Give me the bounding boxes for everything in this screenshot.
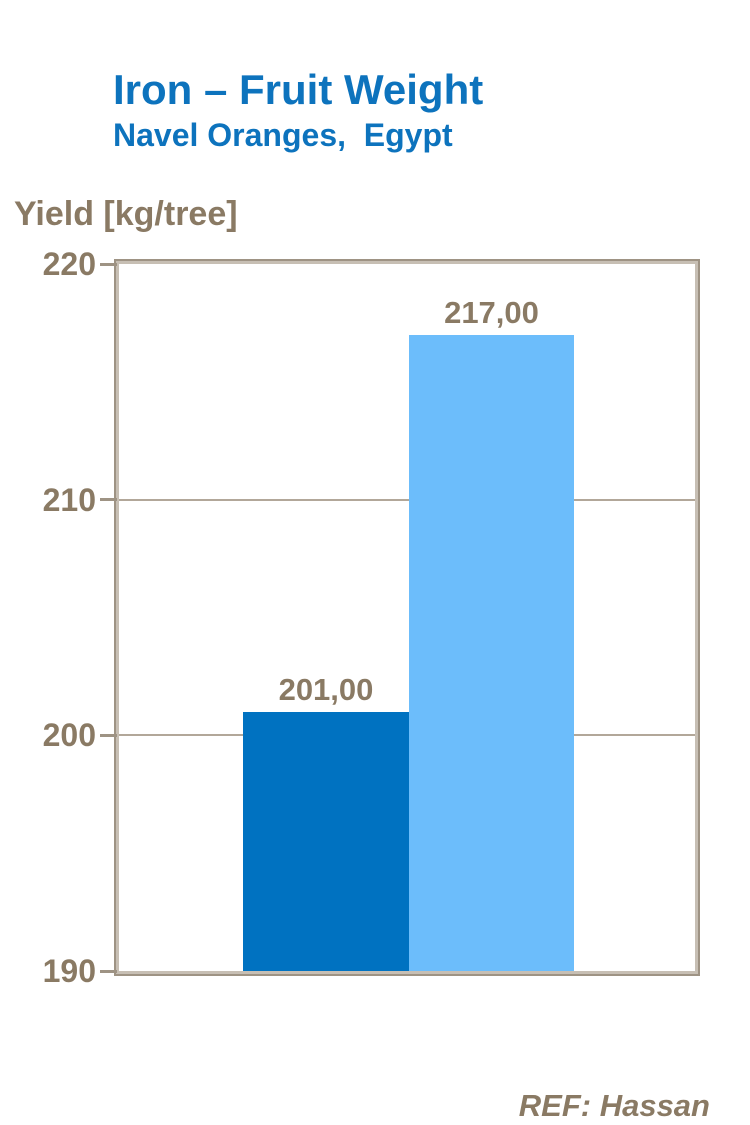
y-tick-label: 190 (42, 953, 96, 989)
y-tick-label: 210 (42, 481, 96, 518)
y-axis-label: Yield [kg/tree] (14, 195, 238, 233)
y-tick-mark (100, 262, 117, 266)
y-gridline (119, 498, 695, 501)
bar (409, 334, 574, 971)
reference-text: REF: Hassan (518, 1088, 710, 1123)
bar-value-label: 201,00 (278, 671, 374, 707)
chart-subtitle: Navel Oranges, Egypt (113, 117, 453, 153)
y-tick-mark (100, 733, 117, 737)
bar (243, 711, 409, 971)
plot-area (114, 259, 700, 976)
bar-value-label: 217,00 (444, 294, 539, 330)
chart-title: Iron – Fruit Weight (113, 66, 484, 113)
y-tick-mark (100, 969, 117, 973)
y-tick-label: 200 (42, 717, 96, 754)
y-tick-mark (100, 498, 117, 502)
y-tick-label: 220 (42, 246, 96, 282)
